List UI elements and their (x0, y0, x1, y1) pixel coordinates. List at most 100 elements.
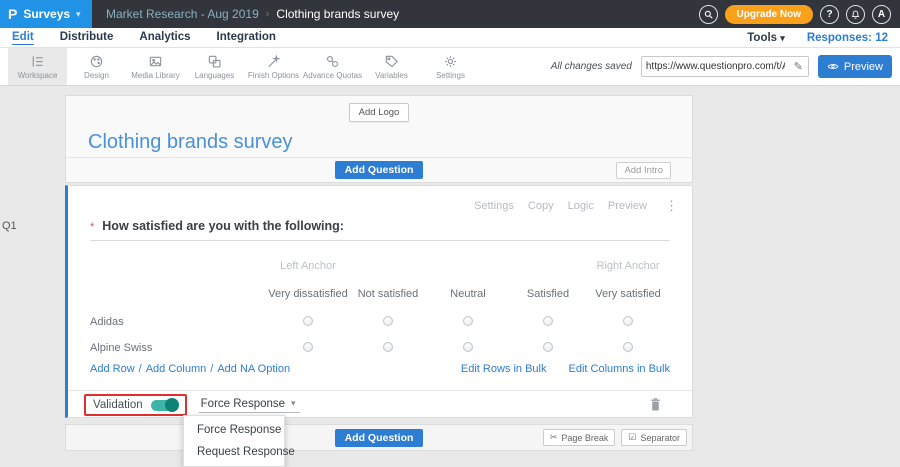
breadcrumb: Market Research - Aug 2019 › Clothing br… (106, 7, 399, 21)
dropdown-option-request-response[interactable]: Request Response (197, 446, 295, 458)
top-bar: P Surveys ▾ Market Research - Aug 2019 ›… (0, 0, 900, 28)
search-icon[interactable] (698, 4, 718, 24)
radio-button[interactable] (463, 342, 473, 352)
add-intro-button[interactable]: Add Intro (616, 161, 671, 179)
help-button[interactable]: ? (820, 4, 839, 24)
question-text[interactable]: How satisfied are you with the following… (102, 219, 344, 233)
validation-label: Validation (93, 399, 143, 411)
nav-tab-edit[interactable]: Edit (12, 30, 34, 45)
links-icon (326, 55, 339, 67)
magic-wand-icon (268, 53, 281, 67)
image-icon (149, 56, 162, 66)
eye-icon (827, 64, 839, 69)
edit-toolbar: Workspace Design Media Library Languages… (0, 48, 900, 86)
nav-tab-analytics[interactable]: Analytics (139, 30, 191, 43)
responses-count[interactable]: Responses: 12 (806, 31, 888, 44)
delete-question-trash-icon[interactable] (649, 397, 662, 417)
add-question-row-top: Add Question Add Intro (65, 157, 693, 183)
question-actions: Settings Copy Logic Preview ⋮ (474, 198, 678, 214)
matrix-header-row: Very dissatisfied Not satisfied Neutral … (68, 288, 668, 300)
separator-button[interactable]: ☑ Separator (621, 429, 687, 446)
row-label: Adidas (90, 316, 124, 328)
tools-menu[interactable]: Tools ▾ (747, 31, 785, 44)
breadcrumb-separator: › (265, 8, 270, 20)
survey-title[interactable]: Clothing brands survey (88, 131, 293, 153)
column-header: Very dissatisfied (268, 288, 348, 300)
survey-canvas: Q1 Add Logo Clothing brands survey Add Q… (0, 86, 900, 467)
chevron-down-icon: ▾ (76, 8, 81, 19)
survey-card: Add Logo Clothing brands survey Add Ques… (65, 95, 693, 451)
column-header: Satisfied (526, 288, 570, 300)
upgrade-now-button[interactable]: Upgrade Now (724, 4, 813, 24)
edit-rows-in-bulk-link[interactable]: Edit Rows in Bulk (460, 363, 547, 375)
validation-dropdown-menu: Force Response Request Response (183, 415, 295, 467)
add-question-button-bottom[interactable]: Add Question (334, 428, 424, 447)
toolbar-languages[interactable]: Languages (185, 48, 244, 85)
add-column-link[interactable]: Add Column (145, 363, 207, 375)
toolbar-settings[interactable]: Settings (421, 48, 480, 85)
radio-button[interactable] (383, 316, 393, 326)
chevron-down-icon: ▾ (291, 398, 296, 408)
row-label: Alpine Swiss (90, 342, 153, 354)
radio-button[interactable] (623, 342, 633, 352)
nav-tab-integration[interactable]: Integration (216, 30, 276, 43)
add-row-link[interactable]: Add Row (90, 363, 135, 375)
palette-icon (90, 55, 103, 67)
scissors-icon: ✂ (549, 432, 558, 442)
validation-type-dropdown[interactable]: Force Response ▾ (198, 398, 300, 413)
chevron-down-icon: ▾ (780, 32, 785, 43)
preview-button[interactable]: Preview (817, 55, 892, 78)
column-header: Very satisfied (595, 288, 661, 300)
radio-button[interactable] (303, 316, 313, 326)
toolbar-finish-options[interactable]: Finish Options (244, 48, 303, 85)
add-na-option-link[interactable]: Add NA Option (217, 363, 291, 375)
question-logic-link[interactable]: Logic (567, 200, 594, 212)
toolbar-workspace[interactable]: Workspace (8, 48, 67, 85)
survey-header-section: Add Logo Clothing brands survey (65, 95, 693, 157)
radio-button[interactable] (543, 316, 553, 326)
add-logo-button[interactable]: Add Logo (348, 103, 410, 122)
survey-url-input[interactable] (641, 61, 789, 72)
validation-row: Validation Force Response ▾ (68, 391, 692, 419)
dropdown-option-force-response[interactable]: Force Response (197, 424, 282, 436)
radio-button[interactable] (623, 316, 633, 326)
avatar[interactable]: A (872, 4, 891, 24)
required-asterisk: * (90, 221, 95, 233)
questionpro-logo-icon: P (8, 6, 18, 22)
edit-url-pencil-icon[interactable]: ✎ (793, 61, 803, 73)
gear-icon (445, 55, 456, 67)
page-footer-strip: Add Question ✂ Page Break ☑ Separator (65, 424, 693, 451)
question-preview-link[interactable]: Preview (607, 200, 647, 212)
workspace-icon (32, 55, 43, 67)
toolbar-variables[interactable]: Variables (362, 48, 421, 85)
validation-toggle[interactable] (150, 398, 179, 412)
kebab-menu-icon[interactable]: ⋮ (665, 198, 678, 213)
surveys-product-menu[interactable]: P Surveys ▾ (0, 0, 92, 28)
page-break-button[interactable]: ✂ Page Break (542, 429, 616, 446)
toolbar-design[interactable]: Design (67, 48, 126, 85)
main-nav: Edit Distribute Analytics Integration To… (0, 28, 900, 48)
topbar-actions: Upgrade Now ? A (698, 4, 900, 24)
matrix-row-alpine-swiss: Alpine Swiss (68, 339, 668, 357)
nav-tab-distribute[interactable]: Distribute (59, 30, 114, 43)
toolbar-media-library[interactable]: Media Library (126, 48, 185, 85)
checkbox-icon: ☑ (628, 432, 637, 442)
question-copy-link[interactable]: Copy (527, 200, 554, 212)
product-name: Surveys (23, 7, 71, 21)
notifications-bell-icon[interactable] (846, 4, 865, 24)
question-settings-link[interactable]: Settings (474, 200, 514, 212)
radio-button[interactable] (303, 342, 313, 352)
add-question-button-top[interactable]: Add Question (334, 161, 424, 179)
question-text-underline (90, 240, 670, 241)
column-header: Not satisfied (357, 288, 419, 300)
toggle-knob (164, 398, 179, 412)
toolbar-advance-quotas[interactable]: Advance Quotas (303, 48, 362, 85)
validation-highlight-box: Validation (84, 394, 187, 416)
breadcrumb-parent[interactable]: Market Research - Aug 2019 (106, 7, 259, 21)
question-card: Settings Copy Logic Preview ⋮ * How sati… (65, 185, 693, 418)
radio-button[interactable] (383, 342, 393, 352)
radio-button[interactable] (543, 342, 553, 352)
edit-columns-in-bulk-link[interactable]: Edit Columns in Bulk (568, 363, 671, 375)
radio-button[interactable] (463, 316, 473, 326)
